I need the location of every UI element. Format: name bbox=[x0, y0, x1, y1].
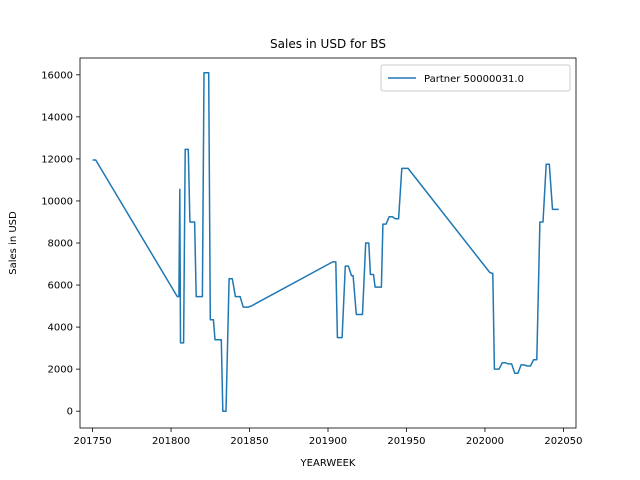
chart-title: Sales in USD for BS bbox=[270, 37, 386, 51]
x-tick-label: 202000 bbox=[466, 436, 504, 447]
legend-box bbox=[380, 64, 571, 92]
y-tick-label: 8000 bbox=[48, 239, 73, 250]
y-tick-label: 14000 bbox=[41, 112, 73, 123]
x-axis-label: YEARWEEK bbox=[300, 458, 356, 469]
legend: Partner 50000031.0 bbox=[380, 64, 571, 92]
x-tick-label: 201850 bbox=[230, 436, 268, 447]
y-tick-label: 16000 bbox=[41, 70, 73, 81]
x-tick-label: 201750 bbox=[73, 436, 111, 447]
y-tick-label: 4000 bbox=[48, 323, 73, 334]
y-tick-label: 2000 bbox=[48, 365, 73, 376]
legend-label: Partner 50000031.0 bbox=[424, 74, 524, 85]
y-tick-label: 6000 bbox=[48, 281, 73, 292]
y-tick-label: 10000 bbox=[41, 196, 73, 207]
y-tick-label: 0 bbox=[67, 407, 73, 418]
y-axis-label: Sales in USD bbox=[8, 211, 19, 275]
x-tick-label: 201800 bbox=[152, 436, 190, 447]
plot-area: 201750 201800 201850 201900 201950 202000 2020… bbox=[41, 57, 583, 447]
x-tick-label: 201950 bbox=[387, 436, 425, 447]
series-line-0 bbox=[92, 71, 559, 412]
x-tick-label: 201900 bbox=[309, 436, 347, 447]
x-tick-label: 202050 bbox=[544, 436, 582, 447]
y-tick-label: 12000 bbox=[41, 154, 73, 165]
